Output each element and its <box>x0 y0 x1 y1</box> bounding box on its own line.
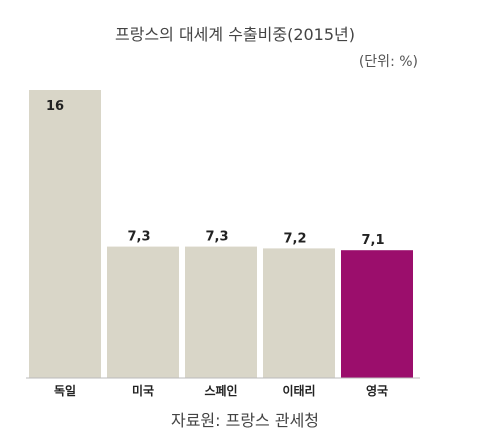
value-label-3: 7,2 <box>283 231 306 246</box>
unit-label: (단위: %) <box>359 54 418 70</box>
bar-3 <box>263 248 335 378</box>
source-note: 자료원: 프랑스 관세청 <box>171 411 319 430</box>
value-label-0: 16 <box>46 99 64 114</box>
category-label-0: 독일 <box>54 384 76 398</box>
value-label-4: 7,1 <box>361 233 384 248</box>
category-label-4: 영국 <box>366 383 388 398</box>
category-label-2: 스페인 <box>204 383 237 398</box>
value-label-2: 7,3 <box>205 230 228 245</box>
bar-4 <box>341 250 413 378</box>
chart-title: 프랑스의 대세계 수출비중(2015년) <box>115 25 355 44</box>
category-label-3: 이태리 <box>282 383 315 398</box>
bar-0 <box>29 90 101 378</box>
category-label-1: 미국 <box>132 383 154 398</box>
value-label-1: 7,3 <box>127 230 150 245</box>
bar-1 <box>107 246 179 378</box>
bar-2 <box>185 246 257 378</box>
